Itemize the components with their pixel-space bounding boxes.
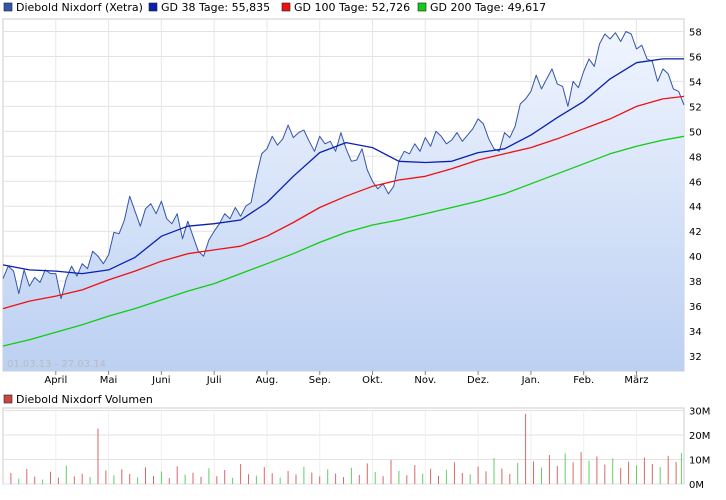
- legend-label-gd200: GD 200 Tage: 49,617: [430, 1, 546, 14]
- legend-label-gd100: GD 100 Tage: 52,726: [294, 1, 410, 14]
- legend-swatch-volume: [3, 394, 13, 404]
- legend-swatch-gd38: [148, 2, 158, 12]
- x-tick-label: Nov.: [414, 375, 436, 386]
- y-tick-label: 46: [689, 177, 702, 188]
- legend-swatch-gd100: [281, 2, 291, 12]
- price-y-axis: 32 34 36 38 40 42 44 46 48 50 52 54 56 58: [689, 27, 702, 363]
- volume-y-axis: 0M 10M 20M 30M: [689, 406, 710, 491]
- x-tick-label: Jan.: [521, 375, 541, 386]
- gd100-line: [2, 95, 685, 310]
- price-x-axis: April Mai Juni Juli Aug. Sep. Okt. Nov. Dez. Jan.…: [44, 371, 649, 386]
- volume-legend: Diebold Nixdorf Volumen: [3, 393, 153, 406]
- x-tick-label: Mai: [100, 375, 118, 386]
- price-line: [2, 31, 685, 300]
- legend-swatch-price: [3, 2, 13, 12]
- volume-plot-frame: [2, 407, 685, 485]
- legend-label-volume: Diebold Nixdorf Volumen: [16, 393, 153, 406]
- legend-label-gd38: GD 38 Tage: 55,835: [161, 1, 270, 14]
- price-legend: Diebold Nixdorf (Xetra) GD 38 Tage: 55,8…: [3, 1, 546, 14]
- y-tick-label: 42: [689, 227, 702, 238]
- x-tick-label: Okt.: [362, 375, 383, 386]
- x-tick-label: Feb.: [573, 375, 594, 386]
- x-tick-label: Juli: [206, 375, 222, 386]
- volume-plot-area: 0M 10M 20M 30M: [2, 406, 710, 491]
- legend-label-price: Diebold Nixdorf (Xetra): [16, 1, 143, 14]
- y-tick-label: 50: [689, 127, 702, 138]
- y-tick-label: 40: [689, 252, 702, 263]
- volume-y-tick-label: 0M: [689, 480, 704, 491]
- price-plot-area: 32 34 36 38 40 42 44 46 48 50 52 54 56 58 April Mai Jun…: [2, 18, 702, 386]
- legend-swatch-gd200: [417, 2, 427, 12]
- x-tick-label: Aug.: [256, 375, 279, 386]
- y-tick-label: 32: [689, 352, 702, 363]
- x-tick-label: Sep.: [309, 375, 331, 386]
- gd38-line: [2, 58, 684, 275]
- y-tick-label: 56: [689, 52, 702, 63]
- y-tick-label: 44: [689, 202, 702, 213]
- y-tick-label: 34: [689, 327, 702, 338]
- x-tick-label: Juni: [151, 375, 170, 386]
- y-tick-label: 36: [689, 302, 702, 313]
- gd200-line: [2, 135, 685, 347]
- volume-y-tick-label: 10M: [689, 455, 710, 466]
- y-tick-label: 52: [689, 102, 702, 113]
- y-tick-label: 58: [689, 27, 702, 38]
- volume-y-tick-label: 20M: [689, 431, 710, 442]
- x-tick-label: März: [624, 375, 648, 386]
- price-area-fill: [3, 31, 684, 371]
- volume-y-tick-label: 30M: [689, 406, 710, 417]
- date-range-label: 01.03.13 - 27.03.14: [7, 359, 106, 370]
- y-tick-label: 38: [689, 277, 702, 288]
- x-tick-label: Dez.: [467, 375, 489, 386]
- volume-bars: [10, 413, 682, 484]
- y-tick-label: 48: [689, 152, 702, 163]
- y-tick-label: 54: [689, 77, 702, 88]
- x-tick-label: April: [44, 375, 67, 386]
- price-lines: [2, 31, 685, 347]
